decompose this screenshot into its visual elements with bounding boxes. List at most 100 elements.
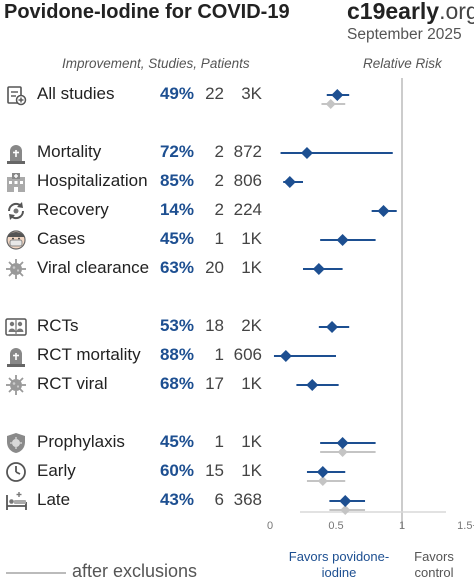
- improvement-value: 53%: [159, 316, 194, 335]
- x-tick-label: 1.5+: [457, 520, 474, 532]
- masked-face-icon: [6, 230, 26, 250]
- patients-count: 224: [233, 200, 262, 219]
- row-label: Prophylaxis: [37, 432, 125, 451]
- row-label: Hospitalization: [37, 171, 148, 190]
- patients-count: 1K: [241, 229, 262, 248]
- x-tick-label: 0: [267, 520, 273, 532]
- row-all-studies: All studies 49% 22 3K: [0, 82, 270, 108]
- point-estimate: [336, 437, 349, 449]
- row-viral-clearance: Viral clearance 63% 20 1K: [0, 256, 270, 282]
- shield-virus-icon: [7, 433, 25, 453]
- point-estimate: [339, 495, 352, 507]
- row-mortality: Mortality 72% 2 872: [0, 140, 270, 166]
- row-rcts: RCTs 53% 18 2K: [0, 314, 270, 340]
- patients-count: 1K: [241, 374, 262, 393]
- row-rct-viral: RCT viral 68% 17 1K: [0, 372, 270, 398]
- point-estimate: [312, 263, 325, 275]
- studies-count: 1: [214, 229, 224, 248]
- virus-icon: [6, 259, 26, 279]
- point-estimate: [279, 350, 292, 362]
- point-estimate: [377, 205, 390, 217]
- point-estimate: [336, 234, 349, 246]
- hospital-icon: [7, 173, 25, 192]
- point-estimate: [283, 176, 296, 188]
- brand-logo: c19early.org: [347, 0, 474, 25]
- improvement-value: 43%: [159, 490, 194, 509]
- improvement-value: 88%: [159, 345, 194, 364]
- excluded-point: [325, 99, 336, 109]
- patients-count: 806: [233, 171, 262, 190]
- patients-count: 2K: [241, 316, 262, 335]
- studies-count: 22: [205, 84, 224, 103]
- brand-suffix: .org: [439, 0, 474, 24]
- row-label: Late: [37, 490, 71, 509]
- row-hospitalization: Hospitalization 85% 2 806: [0, 169, 270, 195]
- studies-count: 17: [205, 374, 224, 393]
- improvement-value: 45%: [159, 432, 194, 451]
- row-label: RCT viral: [37, 374, 108, 393]
- point-estimate: [331, 89, 344, 101]
- chart-title: Povidone-Iodine for COVID-19: [4, 1, 290, 23]
- row-label: All studies: [37, 84, 115, 103]
- improvement-value: 60%: [159, 461, 194, 480]
- row-label: Mortality: [37, 142, 102, 161]
- point-estimate: [316, 466, 329, 478]
- point-estimate: [326, 321, 339, 333]
- improvement-value: 63%: [159, 258, 194, 277]
- patients-count: 1K: [241, 461, 262, 480]
- favors-left-label: Favors povidone-iodine: [288, 549, 390, 580]
- brand-main: c19early: [347, 0, 440, 24]
- studies-count: 2: [214, 200, 224, 219]
- studies-count: 20: [205, 258, 224, 277]
- improvement-value: 68%: [159, 374, 194, 393]
- patients-count: 1K: [241, 258, 262, 277]
- patients-count: 1K: [241, 432, 262, 451]
- virus-icon: [6, 375, 26, 395]
- tombstone-icon: [7, 145, 25, 164]
- favors-right-label: Favors control: [414, 549, 454, 580]
- row-label: RCT mortality: [37, 345, 141, 364]
- row-label: RCTs: [37, 316, 79, 335]
- columns-header: Improvement, Studies, Patients: [62, 56, 250, 71]
- studies-count: 6: [214, 490, 224, 509]
- row-early: Early 60% 15 1K: [0, 459, 270, 485]
- row-label: Recovery: [37, 200, 109, 219]
- excluded-point: [340, 505, 351, 515]
- row-label: Early: [37, 461, 76, 480]
- row-cases: Cases 45% 1 1K: [0, 227, 270, 253]
- improvement-value: 72%: [159, 142, 194, 161]
- row-recovery: Recovery 14% 2 224: [0, 198, 270, 224]
- studies-count: 15: [205, 461, 224, 480]
- patients-count: 872: [233, 142, 262, 161]
- x-tick-label: 1: [399, 520, 405, 532]
- row-rct-mortality: RCT mortality 88% 1 606: [0, 343, 270, 369]
- patients-count: 368: [233, 490, 262, 509]
- improvement-value: 45%: [159, 229, 194, 248]
- studies-count: 2: [214, 171, 224, 190]
- rct-people-icon: [5, 318, 27, 336]
- row-label: Viral clearance: [37, 258, 150, 277]
- after-exclusions-legend-label: after exclusions: [72, 561, 198, 581]
- relative-risk-header: Relative Risk: [363, 56, 442, 71]
- improvement-value: 14%: [159, 200, 194, 219]
- date-label: September 2025: [347, 26, 462, 43]
- patients-count: 3K: [241, 84, 262, 103]
- row-prophylaxis: Prophylaxis 45% 1 1K: [0, 430, 270, 456]
- recovery-cycle-icon: [7, 202, 25, 220]
- after-exclusions-legend-line: [6, 572, 66, 574]
- studies-count: 2: [214, 142, 224, 161]
- studies-count: 18: [205, 316, 224, 335]
- excluded-point: [337, 447, 348, 457]
- point-estimate: [306, 379, 319, 391]
- row-label: Cases: [37, 229, 86, 248]
- improvement-value: 85%: [159, 171, 194, 190]
- clock-icon: [6, 462, 26, 482]
- x-tick-label: 0.5: [328, 520, 343, 532]
- row-late: Late 43% 6 368: [0, 488, 270, 514]
- improvement-value: 49%: [159, 84, 194, 103]
- point-estimate: [300, 147, 313, 159]
- clipboard-plus-icon: [7, 86, 27, 106]
- tombstone-icon: [7, 348, 25, 367]
- studies-count: 1: [214, 345, 224, 364]
